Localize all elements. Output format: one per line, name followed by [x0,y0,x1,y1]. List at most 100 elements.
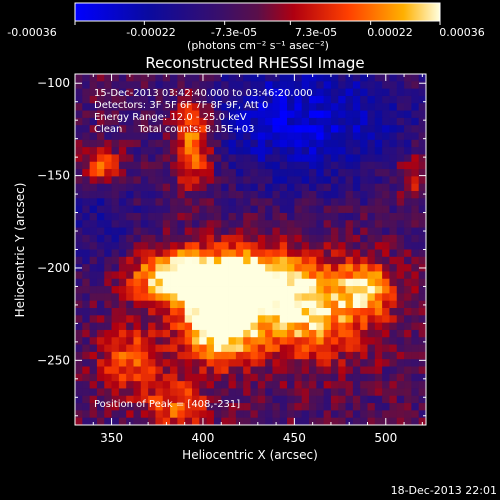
heatmap-cell [213,271,222,280]
heatmap-cell [111,322,120,331]
heatmap-cell [389,176,398,185]
heatmap-cell [96,359,105,367]
heatmap-cell [155,125,164,133]
heatmap-cell [316,293,325,302]
heatmap-cell [82,256,91,265]
heatmap-cell [352,322,361,331]
heatmap-cell [272,366,281,375]
heatmap-cell [104,256,112,265]
heatmap-cell [111,154,120,163]
heatmap-cell [418,308,427,316]
heatmap-cell [170,205,178,214]
heatmap-cell [257,403,266,411]
heatmap-cell [111,212,120,221]
heatmap-cell [323,344,332,353]
heatmap-cell [338,315,346,324]
heatmap-cell [177,395,186,404]
heatmap-cell [243,74,251,82]
heatmap-cell [352,139,361,148]
heatmap-cell [148,125,156,133]
heatmap-cell [316,198,325,207]
heatmap-cell [96,169,105,177]
heatmap-cell [382,154,390,163]
heatmap-cell [96,351,105,360]
heatmap-cell [265,308,273,316]
heatmap-cell [294,147,303,155]
heatmap-cell [279,95,288,104]
heatmap-cell [104,395,112,404]
heatmap-cell [170,95,178,104]
heatmap-cell [265,278,273,287]
heatmap-cell [162,220,171,228]
heatmap-cell [323,88,332,97]
heatmap-cell [309,183,317,192]
heatmap-cell [199,183,208,192]
heatmap-cell [162,337,171,345]
heatmap-cell [199,278,208,287]
heatmap-cell [352,205,361,214]
heatmap-cell [75,220,83,228]
heatmap-cell [177,329,186,338]
heatmap-cell [418,395,427,404]
heatmap-cell [374,191,383,199]
heatmap-cell [126,139,134,148]
heatmap-cell [118,359,127,367]
heatmap-cell [396,205,405,214]
heatmap-cell [118,176,127,185]
heatmap-cell [250,293,259,302]
heatmap-cell [323,74,332,82]
heatmap-cell [265,74,273,82]
heatmap-cell [140,249,149,258]
heatmap-cell [418,191,427,199]
heatmap-cell [396,234,405,243]
heatmap-cell [367,169,376,177]
heatmap-cell [213,191,222,199]
heatmap-cell [367,329,376,338]
heatmap-cell [309,381,317,389]
heatmap-cell [389,212,398,221]
heatmap-cell [162,359,171,367]
heatmap-cell [155,212,164,221]
heatmap-cell [272,308,281,316]
heatmap-cell [213,176,222,185]
heatmap-cell [133,278,142,287]
heatmap-cell [294,205,303,214]
heatmap-cell [155,81,164,90]
heatmap-cell [294,278,303,287]
heatmap-cell [192,308,200,316]
heatmap-cell [148,103,156,111]
heatmap-cell [301,278,310,287]
heatmap-cell [382,81,390,90]
heatmap-cell [294,271,303,280]
heatmap-cell [404,329,412,338]
heatmap-cell [155,176,164,185]
heatmap-cell [96,74,105,82]
heatmap-cell [192,256,200,265]
heatmap-cell [250,88,259,97]
heatmap-cell [184,198,193,207]
heatmap-cell [243,234,251,243]
heatmap-cell [338,169,346,177]
heatmap-cell [396,373,405,382]
heatmap-cell [418,147,427,155]
heatmap-cell [287,278,295,287]
heatmap-cell [287,293,295,302]
heatmap-cell [96,381,105,389]
heatmap-cell [382,337,390,345]
heatmap-cell [235,300,244,309]
heatmap-cell [411,410,420,419]
heatmap-cell [374,212,383,221]
heatmap-cell [352,183,361,192]
heatmap-cell [148,117,156,126]
heatmap-cell [148,351,156,360]
heatmap-cell [221,242,229,250]
heatmap-cell [111,315,120,324]
heatmap-cell [374,300,383,309]
heatmap-cell [243,198,251,207]
heatmap-cell [396,212,405,221]
heatmap-cell [177,264,186,272]
heatmap-cell [243,410,251,419]
heatmap-cell [345,329,354,338]
heatmap-cell [374,154,383,163]
heatmap-cell [148,191,156,199]
